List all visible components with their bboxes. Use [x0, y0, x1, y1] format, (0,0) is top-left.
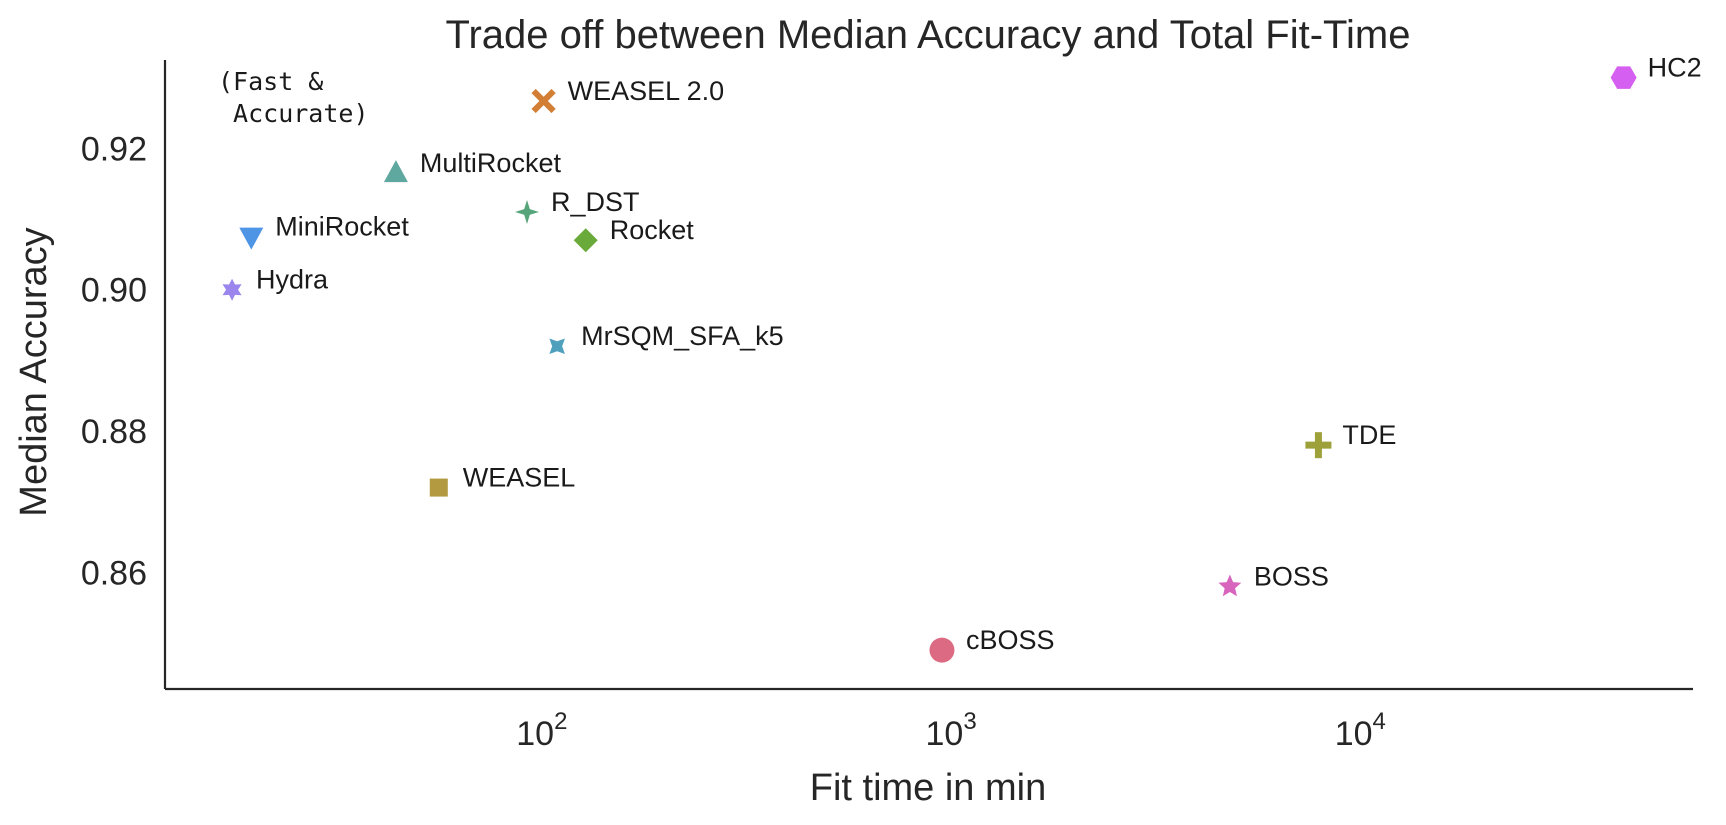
point-tde-label: TDE [1342, 420, 1396, 450]
y-tick-label: 0.86 [81, 554, 147, 592]
y-axis-label: Median Accuracy [13, 227, 55, 516]
point-minirocket-marker [239, 227, 264, 250]
x-tick-label: 103 [925, 708, 976, 753]
y-tick-labels: 0.86 0.88 0.90 0.92 [81, 130, 147, 592]
x-axis-label: Fit time in min [810, 767, 1046, 809]
point-hydra-marker [222, 278, 242, 301]
point-r-dst-label: R_DST [551, 187, 640, 217]
annotation-line: Accurate) [218, 99, 369, 128]
chart-title: Trade off between Median Accuracy and To… [446, 13, 1411, 57]
point-weasel-marker [429, 478, 448, 497]
x-tick-labels: 102 103 104 [516, 708, 1386, 753]
point-weasel-2-0-marker [531, 88, 556, 114]
point-weasel-2-0-label: WEASEL 2.0 [568, 76, 725, 106]
point-multirocket-label: MultiRocket [420, 148, 562, 178]
x-tick-base: 10 [516, 715, 554, 753]
point-cboss-marker [929, 637, 955, 663]
point-boss-label: BOSS [1254, 562, 1329, 592]
point-multirocket-marker [383, 160, 408, 183]
x-tick-label: 102 [516, 708, 567, 753]
point-hydra-label: Hydra [256, 265, 329, 295]
x-tick-base: 10 [1335, 715, 1373, 753]
x-tick-exponent: 3 [963, 708, 976, 735]
point-rocket-label: Rocket [610, 215, 695, 245]
y-tick-label: 0.88 [81, 413, 147, 451]
x-tick-base: 10 [925, 715, 963, 753]
point-rocket-marker [573, 228, 598, 253]
data-points [222, 66, 1637, 663]
point-boss-marker [1218, 574, 1242, 597]
fast-accurate-annotation: (Fast & Accurate) [218, 67, 369, 128]
point-r-dst-marker [515, 199, 540, 224]
point-minirocket-label: MiniRocket [275, 212, 409, 242]
y-tick-label: 0.92 [81, 130, 147, 168]
point-mrsqm-sfa-k5-label: MrSQM_SFA_k5 [581, 321, 784, 351]
x-tick-exponent: 2 [554, 708, 567, 735]
point-weasel-label: WEASEL [463, 463, 576, 493]
point-hc2-label: HC2 [1648, 53, 1702, 83]
point-tde-marker [1305, 432, 1332, 459]
x-tick-exponent: 4 [1373, 708, 1386, 735]
point-hc2-marker [1610, 66, 1637, 89]
annotation-line: (Fast & [218, 67, 323, 96]
x-tick-label: 104 [1335, 708, 1386, 753]
point-mrsqm-sfa-k5-marker [549, 338, 565, 355]
point-cboss-label: cBOSS [966, 625, 1055, 655]
y-tick-label: 0.90 [81, 272, 147, 310]
